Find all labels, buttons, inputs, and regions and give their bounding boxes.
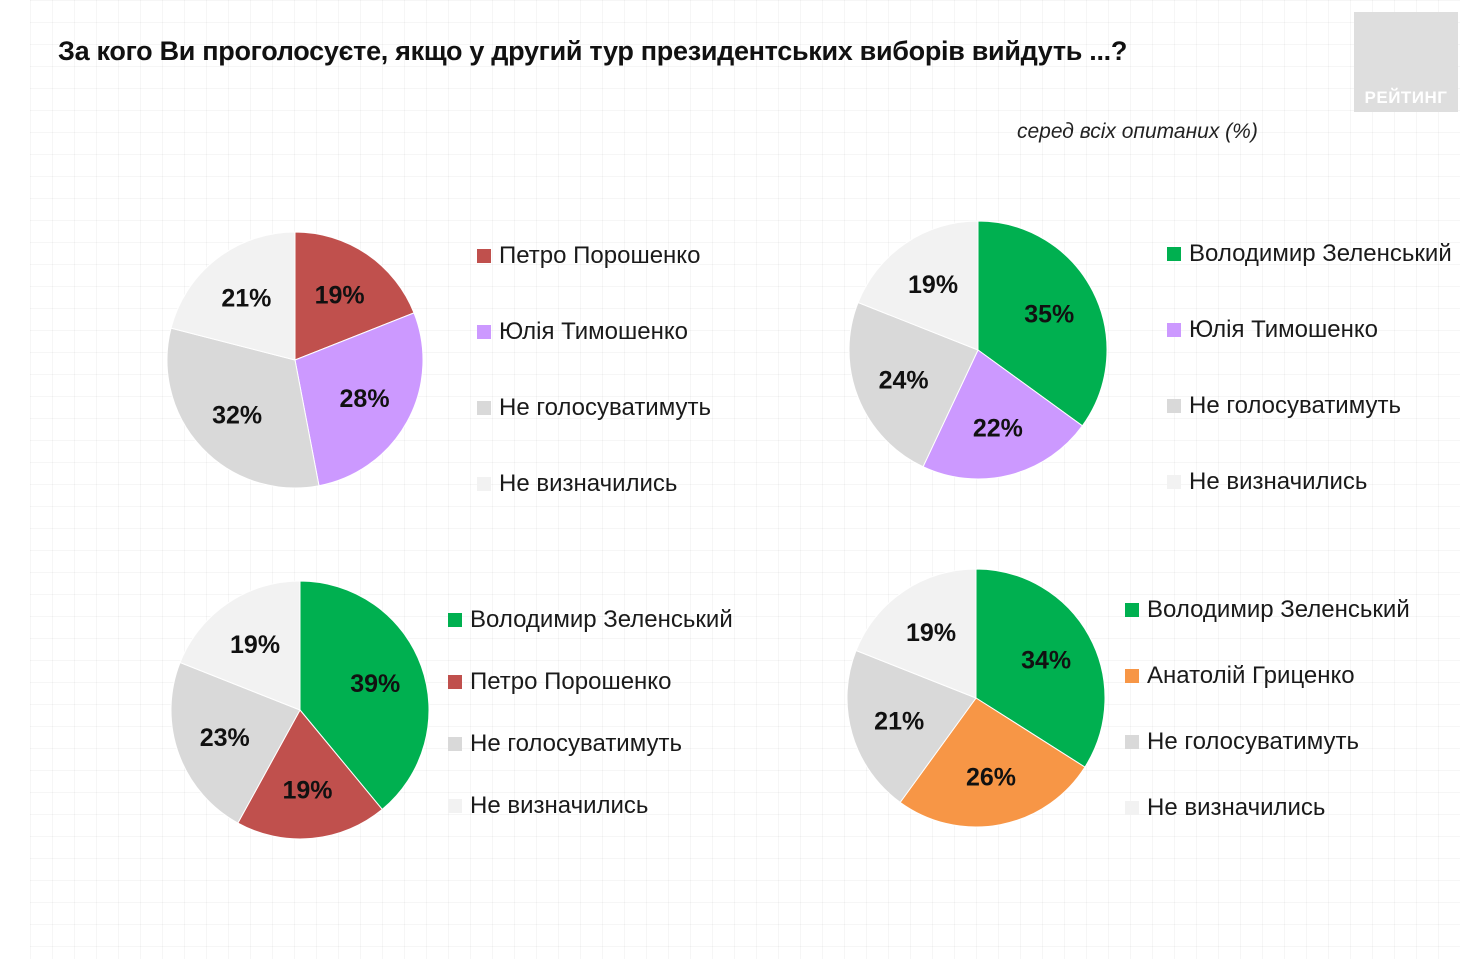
legend-swatch	[1167, 323, 1181, 337]
legend-label: Володимир Зеленський	[1189, 240, 1452, 267]
pie-slice	[846, 649, 977, 804]
chart-subtitle: серед всіх опитаних (%)	[1017, 120, 1258, 143]
legend-item: Не голосуватимуть	[1125, 728, 1359, 756]
legend-item: Не визначились	[1125, 794, 1325, 822]
pie-chart-poroshenko-tymoshenko: 19% 28% 32% 21%	[150, 215, 440, 505]
legend-swatch	[1125, 801, 1139, 815]
legend-swatch	[448, 675, 462, 689]
legend-label: Володимир Зеленський	[470, 606, 733, 633]
pie-slice	[237, 709, 383, 840]
pie-slice	[848, 301, 979, 468]
legend-item: Петро Порошенко	[448, 668, 671, 696]
legend-swatch	[1125, 603, 1139, 617]
legend-item: Петро Порошенко	[477, 242, 700, 270]
legend-item: Юлія Тимошенко	[477, 318, 688, 346]
pie-svg: 34% 26% 21% 19%	[846, 568, 1106, 828]
slice-data-label: 21%	[874, 707, 924, 735]
legend-label: Петро Порошенко	[470, 668, 672, 695]
legend-label: Петро Порошенко	[499, 242, 701, 269]
legend-label: Не визначились	[499, 470, 678, 497]
slice-data-label: 21%	[221, 284, 271, 312]
page-title: За кого Ви проголосуєте, якщо у другий т…	[58, 36, 1128, 66]
legend-swatch	[1125, 669, 1139, 683]
pie-slice	[294, 231, 415, 361]
slice-data-label: 32%	[212, 401, 262, 429]
legend-item: Анатолій Гриценко	[1125, 662, 1355, 690]
pie-slice	[899, 697, 1086, 828]
legend-item: Юлія Тимошенко	[1167, 316, 1378, 344]
legend-swatch	[477, 477, 491, 491]
legend-label: Юлія Тимошенко	[499, 318, 688, 345]
pie-chart-zelensky-hrytsenko: 34% 26% 21% 19%	[831, 553, 1121, 843]
pie-slice	[977, 220, 1108, 427]
pie-slice	[166, 327, 320, 489]
legend-swatch	[448, 613, 462, 627]
slice-data-label: 35%	[1024, 301, 1074, 329]
legend-swatch	[477, 325, 491, 339]
pie-chart-zelensky-poroshenko: 39% 19% 23% 19%	[155, 565, 445, 855]
slice-data-label: 19%	[315, 281, 365, 309]
pie-svg: 39% 19% 23% 19%	[170, 580, 430, 840]
legend-label: Не голосуватимуть	[499, 394, 711, 421]
legend-item: Не голосуватимуть	[1167, 392, 1401, 420]
legend-swatch	[1167, 247, 1181, 261]
legend-label: Володимир Зеленський	[1147, 596, 1410, 623]
legend-item: Володимир Зеленський	[448, 606, 733, 634]
legend-swatch	[448, 799, 462, 813]
legend-swatch	[1125, 735, 1139, 749]
legend-item: Володимир Зеленський	[1125, 596, 1410, 624]
legend-item: Не голосуватимуть	[448, 730, 682, 758]
pie-slice	[294, 312, 424, 487]
pie-chart-zelensky-tymoshenko: 35% 22% 24% 19%	[833, 205, 1123, 495]
legend-item: Не визначились	[477, 470, 677, 498]
legend-swatch	[1167, 475, 1181, 489]
legend-swatch	[448, 737, 462, 751]
slice-data-label: 26%	[966, 764, 1016, 792]
slice-data-label: 19%	[906, 619, 956, 647]
slice-data-label: 19%	[230, 631, 280, 659]
pie-slice	[299, 580, 430, 811]
slice-data-label: 23%	[200, 724, 250, 752]
pie-slice	[179, 580, 301, 711]
legend-label: Не голосуватимуть	[1189, 392, 1401, 419]
slice-data-label: 39%	[350, 670, 400, 698]
legend-swatch	[477, 401, 491, 415]
pie-slice	[170, 661, 301, 824]
slice-data-label: 22%	[973, 414, 1023, 442]
slice-data-label: 24%	[879, 366, 929, 394]
pie-svg: 35% 22% 24% 19%	[848, 220, 1108, 480]
legend-label: Не голосуватимуть	[470, 730, 682, 757]
pie-svg: 19% 28% 32% 21%	[166, 231, 424, 489]
legend-swatch	[477, 249, 491, 263]
legend-label: Не визначились	[470, 792, 649, 819]
pie-slice	[857, 220, 979, 351]
legend-label: Не голосуватимуть	[1147, 728, 1359, 755]
pie-slice	[975, 568, 1106, 768]
slice-data-label: 28%	[340, 385, 390, 413]
slice-data-label: 19%	[908, 271, 958, 299]
slice-data-label: 19%	[283, 777, 333, 805]
legend-label: Юлія Тимошенко	[1189, 316, 1378, 343]
legend-item: Не визначились	[1167, 468, 1367, 496]
slice-data-label: 34%	[1021, 646, 1071, 674]
pie-slice	[170, 231, 296, 361]
pie-slice	[855, 568, 977, 699]
legend-item: Не визначились	[448, 792, 648, 820]
legend-label: Анатолій Гриценко	[1147, 662, 1355, 689]
legend-swatch	[1167, 399, 1181, 413]
legend-item: Володимир Зеленський	[1167, 240, 1452, 268]
legend-label: Не визначились	[1147, 794, 1326, 821]
legend-item: Не голосуватимуть	[477, 394, 711, 422]
logo-text: РЕЙТИНГ	[1364, 88, 1448, 107]
rating-logo: РЕЙТИНГ	[1354, 12, 1458, 112]
legend-label: Не визначились	[1189, 468, 1368, 495]
